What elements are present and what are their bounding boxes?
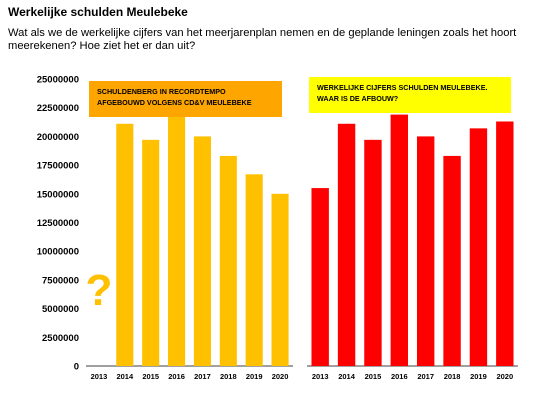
bar-2015 bbox=[142, 139, 160, 366]
bar-2014 bbox=[337, 123, 356, 366]
bar-2017 bbox=[193, 136, 211, 366]
label-box-text: WERKELIJKE CIJFERS SCHULDEN MEULEBEKE. bbox=[317, 83, 488, 92]
x-tick-label: 2013 bbox=[312, 372, 329, 381]
x-tick-label: 2015 bbox=[142, 372, 159, 381]
intro-paragraph: Wat als we de werkelijke cijfers van het… bbox=[8, 27, 517, 52]
x-tick-label: 2020 bbox=[272, 372, 289, 381]
x-tick-label: 2020 bbox=[496, 372, 513, 381]
question-mark-annotation: ? bbox=[85, 266, 112, 315]
y-tick-label: 2500000 bbox=[42, 333, 79, 344]
x-tick-label: 2014 bbox=[116, 372, 134, 381]
chart-panel-left: 2013 2014 2015 2016 2017 2018 2019 2020 SCHULDEN… bbox=[85, 81, 293, 381]
bar-2020 bbox=[496, 121, 514, 366]
bar-2017 bbox=[416, 136, 435, 366]
bar-2016 bbox=[168, 114, 186, 366]
bar-2014 bbox=[116, 123, 134, 366]
x-tick-label: 2016 bbox=[391, 372, 408, 381]
bar-2020 bbox=[271, 193, 289, 366]
x-tick-label: 2018 bbox=[220, 372, 237, 381]
label-box bbox=[309, 77, 511, 113]
x-tick-label: 2019 bbox=[470, 372, 487, 381]
y-tick-label: 22500000 bbox=[37, 103, 79, 114]
label-box-text: WAAR IS DE AFBOUW? bbox=[317, 94, 398, 103]
x-tick-label: 2018 bbox=[444, 372, 461, 381]
chart-panel-right: 2013 2014 2015 2016 2017 2018 2019 2020 WERKELIJ… bbox=[307, 77, 518, 381]
x-tick-label: 2017 bbox=[417, 372, 434, 381]
label-box-text: SCHULDENBERG IN RECORDTEMPO bbox=[97, 87, 226, 96]
page-title: Werkelijke schulden Meulebeke bbox=[8, 5, 188, 19]
bar-2013 bbox=[311, 188, 329, 366]
y-tick-label: 5000000 bbox=[42, 304, 79, 315]
label-box bbox=[89, 81, 282, 117]
bar-2016 bbox=[390, 114, 409, 366]
x-tick-label: 2013 bbox=[91, 372, 108, 381]
bar-2015 bbox=[364, 139, 382, 366]
y-tick-label: 17500000 bbox=[37, 161, 79, 172]
x-tick-label: 2019 bbox=[246, 372, 263, 381]
x-tick-label: 2015 bbox=[365, 372, 382, 381]
x-tick-label: 2017 bbox=[194, 372, 211, 381]
y-tick-label: 12500000 bbox=[37, 218, 79, 229]
y-tick-label: 10000000 bbox=[37, 247, 79, 258]
x-tick-label: 2016 bbox=[168, 372, 185, 381]
label-box-text: AFGEBOUWD VOLGENS CD&V MEULEBEKE bbox=[97, 98, 252, 107]
bar-2019 bbox=[245, 174, 263, 366]
y-tick-label: 20000000 bbox=[37, 132, 79, 143]
bar-2019 bbox=[469, 128, 488, 366]
bar-2018 bbox=[219, 155, 237, 366]
y-axis: 2500000022500000200000001750000015000000… bbox=[37, 75, 79, 373]
y-tick-label: 25000000 bbox=[37, 75, 79, 86]
bar-2018 bbox=[443, 155, 461, 366]
x-tick-label: 2014 bbox=[338, 372, 356, 381]
y-tick-label: 15000000 bbox=[37, 189, 79, 200]
y-tick-label: 0 bbox=[74, 362, 79, 373]
y-tick-label: 7500000 bbox=[42, 275, 79, 286]
